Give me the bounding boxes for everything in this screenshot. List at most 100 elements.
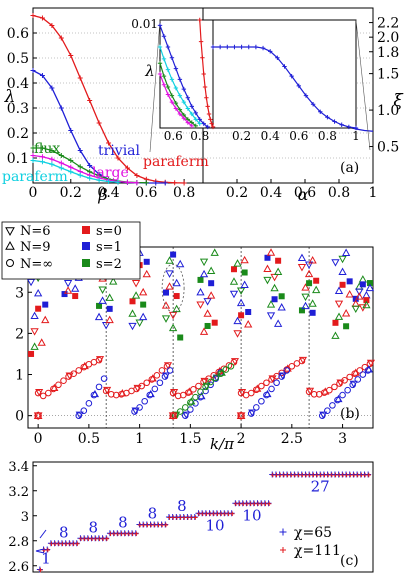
data-point-1 bbox=[77, 148, 83, 153]
data-point-3 bbox=[124, 179, 130, 185]
inset-xi-point-0 bbox=[282, 64, 287, 69]
inset-data-point-4 bbox=[157, 71, 163, 77]
cluster-triangle bbox=[266, 300, 276, 308]
branch-0-triangle bbox=[65, 372, 74, 380]
inset-data-point-1 bbox=[185, 95, 191, 100]
cluster-triangle bbox=[355, 288, 364, 296]
legend-marker-chi111 bbox=[280, 547, 286, 553]
y-tick-label-left: 0.2 bbox=[7, 126, 29, 142]
branch-6-triangle bbox=[161, 372, 171, 380]
branch-8-triangle bbox=[263, 389, 272, 398]
cluster-triangle bbox=[98, 296, 107, 304]
degeneracy-label: 8 bbox=[148, 505, 158, 523]
branch-3-point bbox=[293, 360, 301, 367]
inset-xi-point-0 bbox=[353, 125, 359, 131]
branch-4-triangle bbox=[366, 359, 376, 368]
branch-1-point bbox=[138, 382, 145, 390]
inset-data-point-4 bbox=[181, 116, 187, 121]
data-point-0 bbox=[77, 75, 83, 81]
cluster-triangle bbox=[33, 288, 43, 297]
cluster-triangle bbox=[304, 269, 314, 278]
branch-2-point bbox=[230, 358, 238, 366]
x-tick-label-right: 0.4 bbox=[260, 185, 282, 201]
inset-xi-point-0 bbox=[325, 115, 330, 120]
panel-label: (b) bbox=[340, 406, 360, 422]
branch-2-point bbox=[169, 389, 177, 397]
branch-0-point bbox=[60, 377, 67, 384]
inset-xi-point-0 bbox=[253, 44, 259, 50]
degeneracy-label: 8 bbox=[59, 523, 69, 541]
cluster-triangle bbox=[355, 292, 364, 300]
data-point-2 bbox=[39, 145, 45, 151]
phase-label-0: flux bbox=[34, 141, 60, 157]
data-point-4 bbox=[115, 179, 121, 185]
y-tick-label-right: 1.5 bbox=[377, 67, 399, 83]
cluster-triangle bbox=[161, 315, 171, 323]
inset-data-point-0 bbox=[198, 39, 204, 44]
branch-10-point bbox=[212, 374, 220, 382]
branch-6-triangle bbox=[131, 407, 140, 415]
y-tick-label-right: 2.2 bbox=[377, 16, 399, 32]
branch-0-point bbox=[95, 356, 103, 364]
branch-8-triangle bbox=[278, 372, 287, 380]
branch-9-point bbox=[344, 386, 351, 394]
data-point-1 bbox=[49, 85, 55, 91]
cluster-triangle bbox=[26, 278, 36, 287]
data-point-1 bbox=[68, 128, 74, 133]
cluster-square bbox=[230, 266, 237, 273]
cluster-triangle bbox=[358, 275, 368, 283]
inset-data-point-4 bbox=[189, 123, 194, 129]
data-point-0 bbox=[115, 155, 121, 161]
branch-8-point bbox=[253, 404, 260, 411]
branch-6-triangle bbox=[146, 389, 155, 398]
inset-data-point-2 bbox=[185, 106, 191, 111]
branch-3-triangle bbox=[298, 356, 308, 365]
cluster-triangle bbox=[94, 312, 104, 321]
y-tick-label: 0 bbox=[15, 409, 24, 425]
cluster-triangle bbox=[105, 315, 114, 324]
panel-label: (a) bbox=[340, 160, 359, 176]
data-point-3 bbox=[49, 156, 55, 162]
data-point-3 bbox=[58, 160, 64, 166]
cluster-triangle bbox=[270, 283, 279, 292]
cluster-triangle bbox=[277, 303, 286, 311]
y-tick-label-right: 0.5 bbox=[377, 140, 399, 156]
branch-0-point bbox=[39, 392, 47, 400]
inset-xi-point-0 bbox=[318, 109, 323, 114]
cluster-triangle bbox=[301, 283, 310, 291]
inset-data-point-1 bbox=[189, 104, 194, 109]
cluster-square bbox=[106, 305, 113, 312]
cluster-triangle bbox=[331, 331, 340, 339]
data-point-0 bbox=[172, 180, 178, 186]
data-point-0 bbox=[87, 98, 93, 103]
cluster-square bbox=[163, 289, 169, 296]
inset-xi-point-0 bbox=[289, 73, 294, 79]
branch-2-triangle bbox=[170, 388, 179, 397]
branch-9-point bbox=[339, 391, 346, 399]
inset-x-tick-label-right: 1 bbox=[352, 129, 360, 143]
branch-5-triangle bbox=[90, 389, 100, 398]
inset-data-point-2 bbox=[189, 111, 194, 117]
cluster-triangle bbox=[236, 298, 246, 307]
level-point-chi111 bbox=[134, 531, 139, 536]
cluster-square bbox=[170, 251, 177, 258]
x-tick-label: 0.5 bbox=[78, 431, 100, 447]
cluster-triangle bbox=[229, 277, 239, 285]
level-point-chi111 bbox=[366, 472, 371, 478]
cluster-triangle bbox=[362, 290, 371, 299]
cluster-triangle bbox=[105, 293, 114, 301]
cluster-square bbox=[96, 302, 103, 309]
degeneracy-label: 8 bbox=[177, 497, 187, 515]
inset-data-point-4 bbox=[169, 99, 175, 105]
x-tick-label-right: 0.2 bbox=[226, 185, 248, 201]
data-point-1 bbox=[58, 105, 64, 111]
inset-xi-point-0 bbox=[225, 44, 230, 50]
cluster-square bbox=[278, 293, 285, 300]
branch-1-triangle bbox=[148, 374, 157, 382]
data-point-2 bbox=[30, 145, 36, 151]
branch-8-point bbox=[247, 410, 255, 417]
branch-6-point bbox=[166, 367, 174, 374]
data-point-4 bbox=[68, 169, 74, 175]
degeneracy-label: 10 bbox=[242, 506, 261, 524]
inset-data-point-0 bbox=[201, 71, 206, 77]
